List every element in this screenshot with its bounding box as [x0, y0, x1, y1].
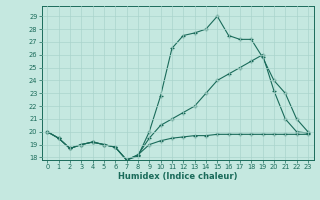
X-axis label: Humidex (Indice chaleur): Humidex (Indice chaleur)	[118, 172, 237, 181]
